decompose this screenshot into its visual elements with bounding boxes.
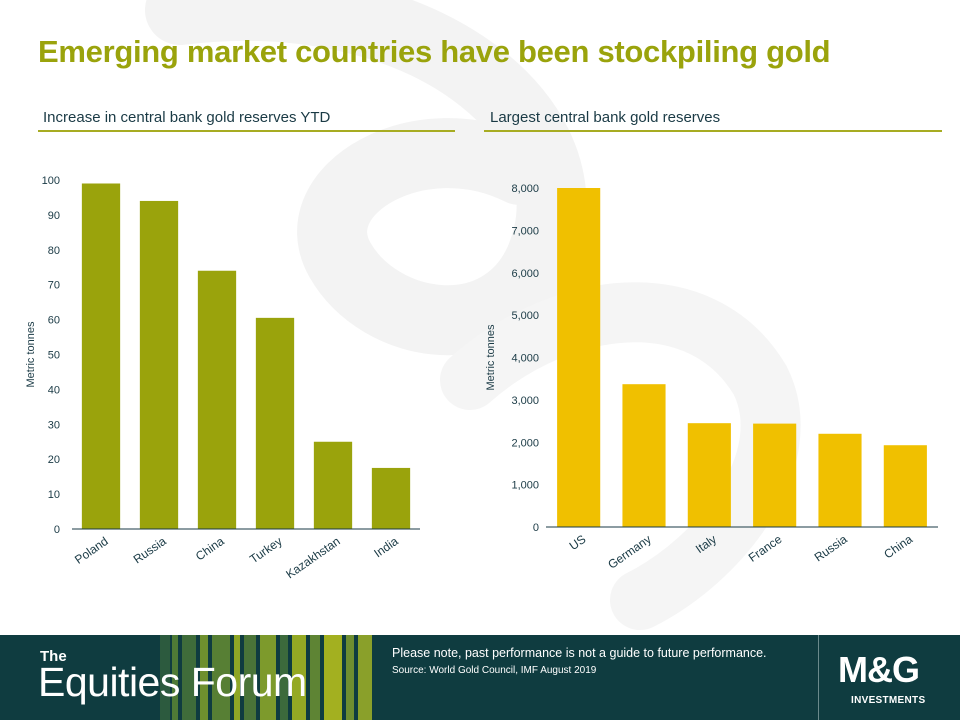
disclaimer-text: Please note, past performance is not a g…: [392, 646, 767, 660]
left-chart-y-tick-label: 40: [48, 384, 60, 396]
footer-stripes-decoration: [160, 635, 372, 720]
right-chart-x-tick-label: France: [746, 532, 785, 565]
right-chart-bar-france: [753, 423, 797, 527]
right-chart-y-tick-label: 1,000: [511, 480, 539, 492]
left-chart-bar-poland: [81, 183, 121, 530]
left-chart-y-tick-label: 0: [54, 524, 60, 536]
left-chart-x-tick-label: Turkey: [247, 534, 285, 566]
right-chart-bar-germany: [622, 384, 666, 527]
page-title: Emerging market countries have been stoc…: [38, 34, 831, 69]
left-chart-y-tick-label: 90: [48, 210, 60, 222]
right-chart-x-tick-label: Russia: [812, 532, 850, 565]
footer-bar: [0, 635, 960, 720]
right-chart-bar-us: [557, 188, 601, 527]
left-chart-y-tick-label: 50: [48, 350, 60, 362]
left-chart-x-tick-label: China: [193, 534, 227, 564]
right-chart-bar-russia: [818, 433, 862, 527]
right-chart-y-tick-label: 4,000: [511, 353, 539, 365]
right-chart-title: Largest central bank gold reserves: [484, 109, 942, 132]
right-chart-y-tick-label: 2,000: [511, 437, 539, 449]
source-text: Source: World Gold Council, IMF August 2…: [392, 665, 597, 676]
right-chart-x-tick-label: US: [567, 532, 589, 553]
left-chart-y-tick-label: 100: [42, 175, 60, 187]
left-chart-x-tick-label: India: [371, 534, 401, 561]
footer-divider: [818, 635, 819, 720]
right-chart-y-tick-label: 6,000: [511, 268, 539, 280]
right-chart-bar-china: [883, 445, 927, 527]
left-chart-title: Increase in central bank gold reserves Y…: [38, 109, 455, 132]
right-chart-x-tick-label: Germany: [605, 532, 653, 572]
left-chart-bar-turkey: [255, 317, 295, 529]
right-bar-chart: Metric tonnes 0 1,000 2,000 3,000 4,000 5,000 6…: [485, 183, 938, 572]
left-chart-bar-china: [197, 270, 237, 529]
right-chart-y-tick-label: 3,000: [511, 395, 539, 407]
left-chart-y-tick-label: 20: [48, 454, 60, 466]
left-chart-x-tick-label: Poland: [72, 534, 111, 567]
brand-prefix: The: [40, 648, 67, 665]
brand-name: Equities Forum: [38, 659, 307, 705]
left-chart-y-tick-label: 70: [48, 280, 60, 292]
left-chart-y-tick-label: 80: [48, 245, 60, 257]
right-chart-x-tick-label: Italy: [693, 532, 719, 556]
right-chart-y-tick-label: 8,000: [511, 183, 539, 195]
left-chart-x-tick-label: Kazakhstan: [283, 534, 342, 581]
mg-logo: M&G: [838, 649, 920, 690]
left-chart-y-tick-label: 60: [48, 315, 60, 327]
left-chart-bar-india: [371, 467, 411, 529]
left-chart-x-tick-label: Russia: [131, 534, 169, 567]
left-chart-bar-russia: [139, 200, 179, 529]
right-chart-y-tick-label: 0: [533, 522, 539, 534]
left-chart-bar-kazakhstan: [313, 441, 353, 529]
right-chart-y-tick-label: 7,000: [511, 225, 539, 237]
left-chart-y-tick-label: 30: [48, 419, 60, 431]
right-chart-y-axis-label: Metric tonnes: [485, 324, 497, 391]
left-chart-y-axis-label: Metric tonnes: [25, 321, 37, 388]
left-chart-y-tick-label: 10: [48, 489, 60, 501]
right-chart-y-tick-label: 5,000: [511, 310, 539, 322]
left-bar-chart: Metric tonnes 0 10 20 30 40 50 60 70 80 90 100 Polan…: [25, 175, 420, 581]
right-chart-bar-italy: [687, 423, 731, 527]
mg-logo-subtitle: INVESTMENTS: [851, 695, 926, 706]
right-chart-x-tick-label: China: [881, 532, 915, 562]
